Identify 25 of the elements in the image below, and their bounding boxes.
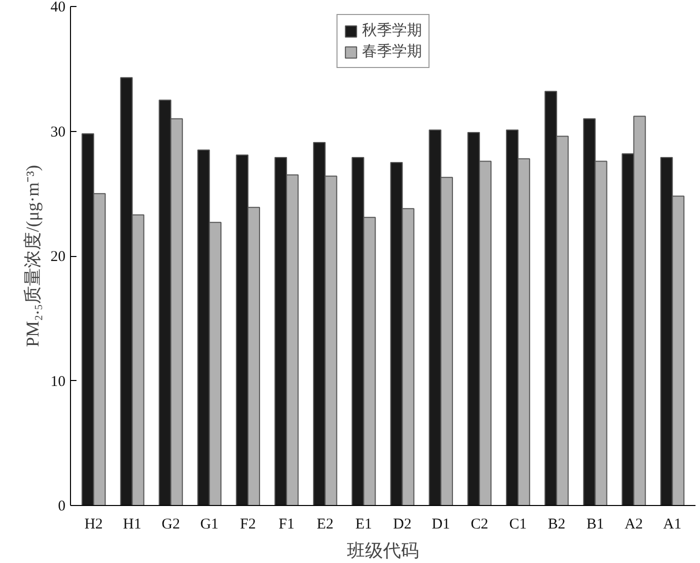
legend-label: 秋季学期: [362, 21, 422, 40]
x-tick-label: A2: [624, 516, 643, 532]
y-axis-title: PM₂.₅质量浓度/(μg·m⁻³): [22, 164, 42, 348]
x-tick-label: D2: [393, 516, 412, 532]
x-tick-label: H1: [123, 516, 142, 532]
x-tick-label: E1: [355, 516, 372, 532]
x-tick-label: G2: [162, 516, 180, 532]
y-tick-label: 10: [50, 374, 66, 390]
x-tick-label: H2: [84, 516, 103, 532]
y-tick-label: 40: [50, 0, 66, 16]
x-axis-title: 班级代码: [347, 540, 419, 560]
y-tick-label: 30: [50, 124, 66, 140]
x-tick-label: A1: [663, 516, 682, 532]
y-tick-label: 20: [50, 249, 66, 265]
legend-label: 春季学期: [362, 42, 422, 61]
x-tick-label: C2: [470, 516, 488, 532]
x-tick-label: G1: [200, 516, 219, 532]
x-tick-label: B2: [548, 516, 566, 532]
y-tick-label: 0: [58, 498, 66, 514]
x-tick-label: E2: [316, 516, 334, 532]
x-tick-label: C1: [509, 516, 527, 532]
x-tick-label: F2: [240, 516, 256, 532]
x-tick-label: D1: [432, 516, 450, 532]
x-tick-label: B1: [586, 516, 604, 532]
x-tick-label: F1: [278, 516, 294, 532]
